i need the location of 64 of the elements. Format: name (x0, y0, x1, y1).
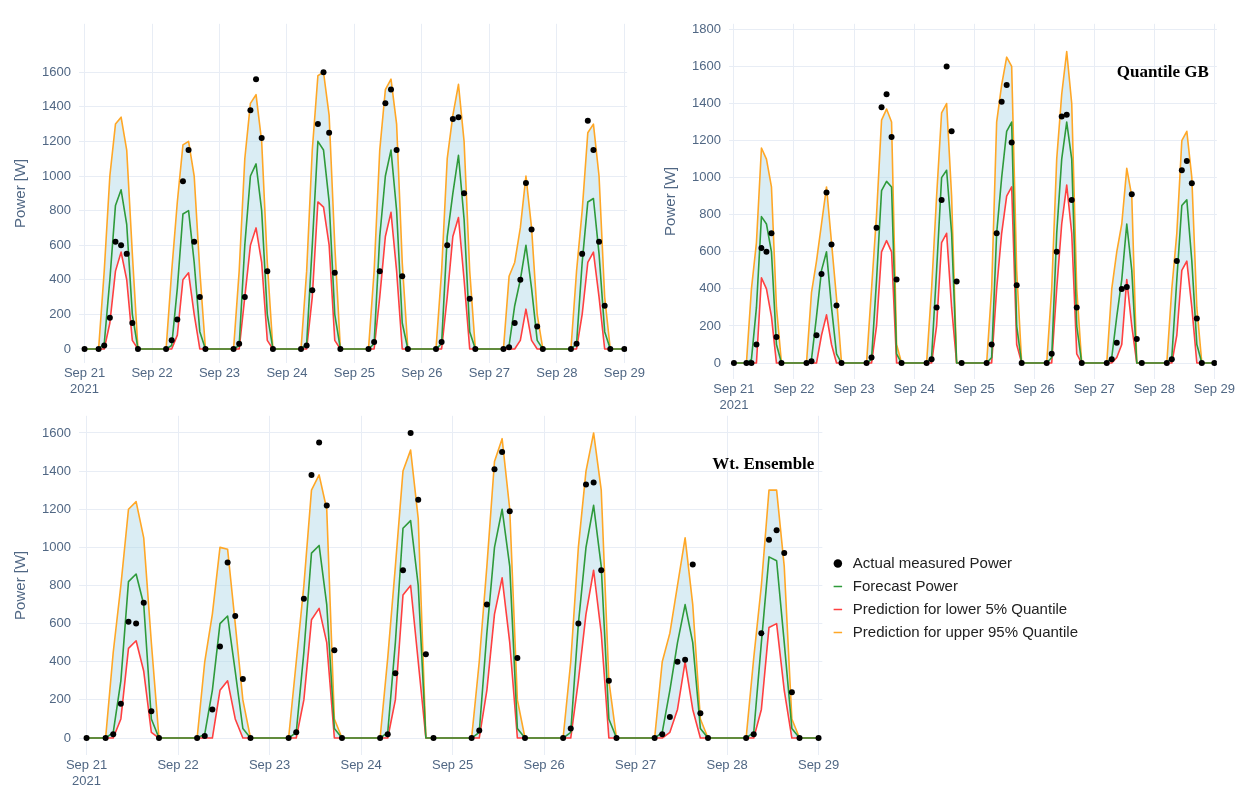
x-tick-label: Sep 28 (706, 757, 748, 773)
x-tick-label: Sep 28 (536, 365, 578, 381)
y-tick-label: 1600 (42, 424, 71, 440)
y-tick-label: 200 (49, 305, 71, 321)
y-tick-label: 0 (63, 340, 71, 356)
y-tick-label: 1800 (692, 20, 721, 36)
y-tick-label: 600 (699, 243, 721, 259)
x-tick-label: Sep 21 2021 (63, 365, 106, 396)
y-tick-label: 1000 (42, 538, 71, 554)
x-tick-label: Sep 22 (157, 757, 199, 773)
x-tick-label: Sep 23 (198, 365, 241, 381)
y-tick-label: 800 (699, 206, 721, 222)
x-tick-label: Sep 25 (333, 365, 376, 381)
x-tick-label: Sep 24 (266, 365, 308, 381)
y-tick-label: 1000 (692, 169, 721, 185)
y-tick-label: 1400 (692, 95, 721, 111)
x-tick-label: Sep 21 2021 (713, 381, 755, 412)
x-tick-label: Sep 22 (131, 365, 173, 381)
text: Wt. Ensemble (712, 453, 815, 473)
x-tick-label: Sep 27 (468, 365, 510, 381)
x-tick-label: Sep 26 (523, 757, 565, 773)
y-tick-label: 400 (49, 271, 71, 287)
y-tick-label: 0 (63, 729, 71, 745)
y-axis-title: Power [W] (11, 158, 29, 228)
x-tick-label: Sep 22 (773, 381, 815, 397)
y-tick-label: 400 (49, 653, 71, 669)
y-axis-title: Power [W] (11, 550, 29, 620)
x-tick-label: Sep 24 (340, 757, 382, 773)
x-tick-label: Sep 21 2021 (65, 757, 108, 788)
x-tick-label: Sep 24 (893, 381, 935, 397)
y-tick-label: 800 (49, 577, 71, 593)
legend-label: Prediction for lower 5% Quantile (852, 599, 1068, 617)
x-tick-label: Sep 23 (248, 757, 291, 773)
x-tick-label: Sep 29 (603, 365, 645, 381)
x-tick-label: Sep 26 (401, 365, 443, 381)
x-tick-label: Sep 28 (1133, 381, 1175, 397)
y-tick-label: 600 (49, 615, 71, 631)
x-tick-label: Sep 23 (833, 381, 875, 397)
y-axis-title: Power [W] (661, 166, 679, 236)
x-tick-label: Sep 25 (431, 757, 474, 773)
y-tick-label: 200 (699, 317, 721, 333)
y-tick-label: 1600 (42, 63, 71, 79)
x-tick-label: Sep 27 (614, 757, 657, 773)
text: Quantile GB (1116, 61, 1209, 81)
y-tick-label: 1200 (42, 500, 71, 516)
y-tick-label: 1200 (692, 132, 721, 148)
legend-label: Prediction for upper 95% Quantile (852, 622, 1079, 640)
y-tick-label: 800 (49, 202, 71, 218)
y-tick-label: 400 (699, 280, 721, 296)
x-tick-label: Sep 29 (1193, 381, 1235, 397)
legend-label: Forecast Power (852, 576, 958, 594)
x-tick-label: Sep 29 (797, 757, 840, 773)
y-tick-label: 200 (49, 691, 71, 707)
y-tick-label: 1600 (692, 58, 721, 74)
x-tick-label: Sep 26 (1013, 381, 1055, 397)
y-tick-label: 1000 (42, 167, 71, 183)
x-tick-label: Sep 27 (1073, 381, 1115, 397)
x-tick-label: Sep 25 (953, 381, 995, 397)
legend-label: Actual measured Power (852, 553, 1013, 571)
y-tick-label: 600 (49, 236, 71, 252)
y-tick-label: 1400 (42, 98, 71, 114)
y-tick-label: 1400 (42, 462, 71, 478)
y-tick-label: 1200 (42, 132, 71, 148)
y-tick-label: 0 (713, 354, 721, 370)
